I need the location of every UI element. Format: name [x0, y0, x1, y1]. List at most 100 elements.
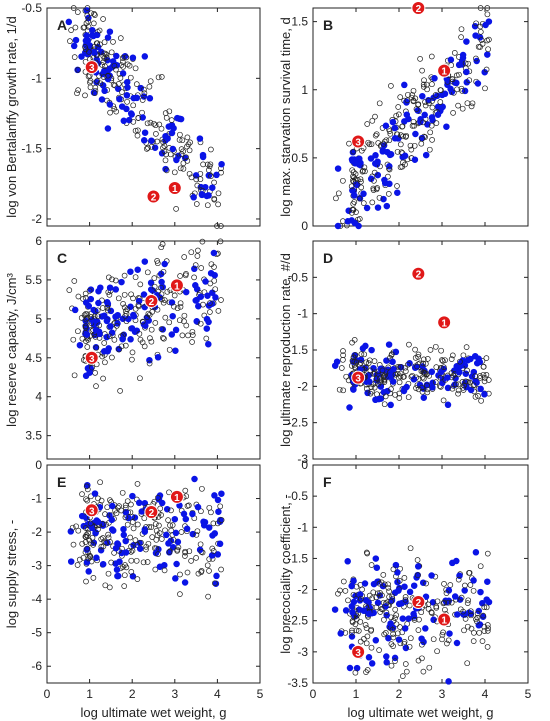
data-point-open [197, 176, 204, 183]
data-point-filled [447, 56, 455, 64]
data-point-open [98, 497, 105, 504]
data-point-open [100, 375, 106, 382]
data-point-open [378, 606, 385, 612]
data-point-filled [331, 362, 339, 369]
data-point-open [122, 502, 129, 509]
data-point-open [415, 657, 422, 664]
data-point-open [83, 338, 89, 344]
data-point-open [439, 357, 445, 363]
data-point-open [467, 582, 474, 588]
data-point-filled [202, 183, 209, 191]
data-point-open [473, 55, 479, 62]
data-point-open [161, 297, 168, 303]
data-point-open [386, 166, 393, 173]
data-point-open [392, 391, 398, 398]
data-point-open [187, 139, 193, 146]
data-point-open [383, 137, 390, 144]
data-point-open [177, 131, 183, 138]
data-point-filled [123, 78, 131, 86]
data-point-filled [122, 549, 130, 556]
data-point-open [140, 559, 147, 566]
data-point-open [106, 333, 113, 340]
data-point-filled [91, 490, 99, 497]
data-point-filled [205, 340, 212, 348]
data-point-open [208, 146, 214, 153]
data-point-filled [401, 152, 409, 160]
data-point-open [386, 588, 392, 595]
data-point-filled [98, 96, 106, 103]
y-tick-label: 4.5 [25, 351, 42, 365]
data-point-open [484, 5, 491, 11]
data-point-filled [349, 157, 356, 164]
data-point-open [349, 167, 356, 174]
data-point-open [94, 307, 101, 314]
data-point-filled [434, 111, 442, 118]
data-point-open [135, 114, 142, 121]
data-point-open [466, 379, 473, 386]
data-point-filled [389, 118, 397, 126]
data-point-open [195, 247, 201, 254]
data-point-filled [405, 615, 412, 622]
data-point-open [419, 135, 425, 142]
data-point-filled [421, 111, 428, 119]
data-point-open [439, 631, 446, 638]
data-point-filled [459, 51, 467, 59]
data-point-open [408, 94, 415, 101]
data-point-open [134, 481, 141, 487]
data-point-open [182, 553, 188, 559]
data-point-open [356, 216, 363, 222]
data-point-open [358, 351, 365, 357]
data-point-open [117, 35, 124, 41]
data-point-open [107, 539, 113, 545]
data-point-filled [172, 347, 179, 354]
data-point-open [427, 347, 434, 353]
data-point-open [137, 336, 144, 343]
data-point-open [153, 131, 159, 137]
data-point-filled [360, 190, 367, 198]
data-point-filled [428, 114, 436, 121]
data-point-open [462, 582, 468, 589]
data-point-open [404, 97, 411, 104]
data-point-open [211, 264, 217, 270]
x-tick-label: 1 [353, 687, 360, 701]
data-point-open [460, 352, 467, 359]
data-point-open [381, 401, 388, 408]
data-point-filled [218, 160, 225, 168]
data-point-open [148, 524, 155, 530]
panel-letter: E [57, 474, 66, 490]
data-point-open [75, 87, 81, 93]
data-point-open [151, 275, 158, 281]
data-point-open [194, 253, 201, 259]
data-point-open [357, 360, 364, 366]
data-point-open [210, 520, 217, 527]
data-point-open [173, 206, 179, 212]
data-point-open [353, 612, 360, 619]
data-point-filled [135, 499, 143, 507]
data-point-open [388, 641, 395, 647]
data-point-filled [173, 560, 180, 568]
data-point-open [105, 72, 111, 79]
data-point-open [184, 134, 191, 141]
data-point-open [396, 390, 403, 397]
data-point-open [98, 536, 105, 542]
data-point-open [455, 381, 462, 388]
data-point-filled [412, 130, 419, 138]
data-point-open [177, 273, 183, 279]
data-point-open [381, 373, 387, 379]
data-point-filled [348, 603, 356, 610]
data-point-open [455, 576, 462, 583]
plot-frame [46, 464, 261, 684]
x-tick-label: 1 [86, 687, 93, 701]
data-point-open [161, 567, 168, 574]
highlight-label-2: 2 [416, 270, 422, 281]
data-point-open [366, 592, 373, 599]
data-point-open [179, 137, 186, 144]
data-point-filled [89, 26, 96, 34]
data-point-open [67, 38, 73, 44]
data-point-open [419, 384, 425, 391]
data-point-filled [439, 103, 446, 111]
data-point-open [340, 578, 347, 585]
x-tick-label: 5 [525, 687, 532, 701]
data-point-filled [205, 318, 212, 326]
data-point-open [88, 314, 94, 320]
